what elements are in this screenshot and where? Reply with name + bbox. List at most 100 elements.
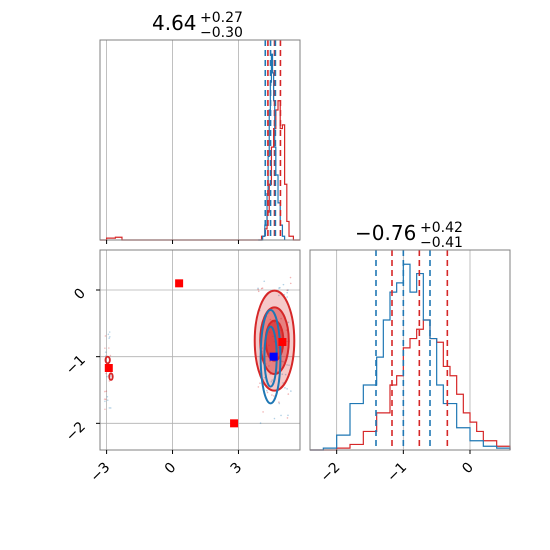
marker-point bbox=[230, 419, 239, 428]
title-plus: +0.42 bbox=[420, 220, 463, 236]
sample-dot bbox=[280, 414, 282, 417]
sample-dot bbox=[104, 335, 107, 337]
histogram-panel-param-1: 4.64 +0.27 −0.30 bbox=[99, 10, 301, 244]
sample-dot bbox=[282, 382, 284, 384]
sample-dot bbox=[263, 280, 266, 283]
title-plus: +0.27 bbox=[200, 10, 243, 26]
panel-frame bbox=[99, 39, 301, 241]
y-tick-label: 0 bbox=[71, 286, 89, 304]
sample-dot bbox=[279, 286, 281, 289]
panel-frame bbox=[309, 249, 511, 451]
sample-dot bbox=[271, 379, 273, 381]
marker-point bbox=[175, 279, 184, 288]
sample-dot bbox=[286, 291, 288, 294]
sample-dot bbox=[271, 394, 273, 396]
sample-dot bbox=[257, 288, 259, 291]
sample-dot bbox=[278, 287, 280, 289]
sample-dot bbox=[287, 414, 289, 417]
sample-dot bbox=[104, 400, 106, 403]
sample-dot bbox=[260, 287, 263, 290]
sample-dot bbox=[284, 387, 286, 389]
sample-dot bbox=[268, 365, 270, 367]
sample-dot bbox=[289, 282, 292, 285]
sample-dot bbox=[105, 390, 108, 392]
sample-dot bbox=[104, 398, 107, 401]
sample-dot bbox=[108, 331, 111, 333]
x-tick-label: 3 bbox=[228, 460, 246, 478]
sample-dot bbox=[286, 417, 289, 419]
sample-dot bbox=[263, 376, 266, 379]
sample-dot bbox=[108, 407, 111, 409]
sample-dot bbox=[284, 373, 287, 376]
sample-dot bbox=[104, 408, 106, 411]
histogram-panel-param-2: −2 −1 0 −0.76 +0.42 −0.41 bbox=[309, 220, 511, 486]
sample-dot bbox=[259, 422, 262, 424]
sample-dot bbox=[110, 375, 112, 377]
outlier-contour bbox=[104, 355, 111, 365]
sample-dot bbox=[106, 375, 108, 378]
sample-dot bbox=[273, 417, 276, 420]
x-tick-label: 0 bbox=[162, 460, 180, 478]
sample-dot bbox=[262, 411, 264, 413]
title-value: −0.76 bbox=[355, 221, 416, 245]
panel-frame bbox=[99, 249, 301, 451]
title-value: 4.64 bbox=[152, 11, 197, 35]
x-tick-label: −3 bbox=[88, 460, 114, 486]
sample-dot bbox=[107, 333, 110, 336]
sample-dot bbox=[286, 364, 288, 366]
title-param-2: −0.76 +0.42 −0.41 bbox=[355, 220, 463, 251]
sample-dot bbox=[104, 347, 106, 349]
sample-dot bbox=[273, 395, 275, 397]
sample-dot bbox=[268, 312, 270, 314]
sample-dot bbox=[270, 380, 273, 383]
sample-dot bbox=[266, 389, 268, 392]
sample-dot bbox=[289, 276, 292, 279]
x-tick-label: −1 bbox=[384, 460, 410, 486]
sample-dot bbox=[281, 373, 284, 375]
scatter-contour-panel: −3 0 3 0 −1 −2 bbox=[63, 249, 301, 486]
histogram-series-series_b bbox=[310, 263, 511, 451]
sample-dot bbox=[285, 329, 288, 331]
sample-dot bbox=[286, 289, 289, 291]
y-tick-label: −1 bbox=[63, 352, 89, 378]
title-param-1: 4.64 +0.27 −0.30 bbox=[152, 10, 243, 41]
sample-dot bbox=[109, 407, 112, 409]
sample-dot bbox=[281, 360, 283, 363]
sample-dot bbox=[108, 337, 110, 339]
sample-dot bbox=[109, 354, 112, 357]
outlier-contour bbox=[108, 372, 114, 381]
sample-dot bbox=[286, 340, 289, 343]
sample-dot bbox=[269, 318, 272, 321]
sample-dot bbox=[261, 287, 264, 289]
sample-dot bbox=[288, 364, 290, 366]
sample-dot bbox=[103, 398, 106, 400]
sample-dot bbox=[106, 395, 109, 398]
sample-dot bbox=[282, 283, 285, 286]
contour-level-series_b bbox=[259, 309, 282, 405]
sample-dot bbox=[278, 401, 280, 403]
sample-dot bbox=[105, 372, 107, 375]
sample-dot bbox=[103, 390, 106, 393]
y-tick-label: −2 bbox=[63, 419, 89, 445]
marker-point bbox=[278, 338, 287, 346]
sample-dot bbox=[280, 317, 282, 320]
sample-dot bbox=[257, 287, 259, 290]
sample-dot bbox=[287, 289, 289, 291]
x-tick-label: −2 bbox=[318, 460, 344, 486]
histogram-series-series_a bbox=[310, 319, 511, 451]
sample-dot bbox=[106, 399, 109, 402]
sample-dot bbox=[257, 290, 260, 293]
sample-dot bbox=[266, 391, 269, 394]
sample-dot bbox=[109, 335, 111, 338]
sample-dot bbox=[282, 360, 285, 363]
title-minus: −0.30 bbox=[200, 25, 243, 41]
marker-point bbox=[104, 364, 113, 372]
marker-point bbox=[269, 352, 278, 361]
sample-dot bbox=[259, 382, 261, 385]
sample-dot bbox=[286, 296, 288, 298]
sample-dot bbox=[290, 390, 292, 392]
sample-dot bbox=[287, 321, 290, 324]
title-minus: −0.41 bbox=[420, 235, 463, 251]
sample-dot bbox=[108, 347, 110, 349]
